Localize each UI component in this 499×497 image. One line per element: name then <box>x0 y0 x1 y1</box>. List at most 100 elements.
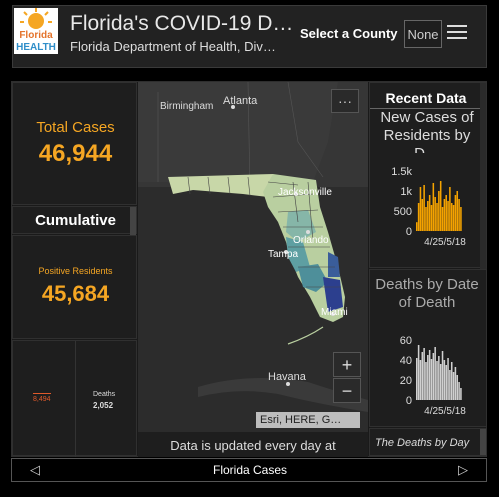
total-cases-value: 46,944 <box>38 140 113 167</box>
x-tick-label: 4/25/5/18 <box>424 406 466 417</box>
chart-bar[interactable] <box>423 348 425 400</box>
florida-map[interactable]: Birmingham Atlanta Jacksonville Orlando … <box>138 82 368 432</box>
positive-residents-value: 45,684 <box>41 281 110 306</box>
chart-bar[interactable] <box>441 207 444 231</box>
chart-bar[interactable] <box>447 358 449 400</box>
next-arrow-icon[interactable]: ▷ <box>458 462 468 477</box>
chart-bar[interactable] <box>432 183 435 231</box>
cumulative-label: Cumulative <box>35 212 116 229</box>
chart-bar[interactable] <box>434 197 436 231</box>
y-tick-label: 0 <box>406 226 412 238</box>
chart-bar[interactable] <box>425 362 427 400</box>
chart-bar[interactable] <box>417 345 420 400</box>
chart-bar[interactable] <box>447 201 449 231</box>
chart-bar[interactable] <box>443 199 446 231</box>
chart-bar[interactable] <box>438 191 440 231</box>
zoom-in-button[interactable]: + <box>333 352 361 377</box>
small-stats-panel: 8,494 Deaths 2,052 <box>12 340 137 457</box>
deaths-note: The Deaths by Day <box>375 437 470 449</box>
page-subtitle: Florida Department of Health, Div… <box>70 39 276 54</box>
divider <box>75 341 76 457</box>
chart-bar[interactable] <box>460 207 462 231</box>
y-tick-label: 0 <box>406 395 412 407</box>
small-stat-underline <box>33 393 51 394</box>
positive-residents-label: Positive Residents <box>38 266 113 276</box>
hamburger-menu-icon[interactable] <box>447 22 467 40</box>
deaths-value: 2,052 <box>93 401 114 410</box>
chart-bar[interactable] <box>423 185 425 231</box>
florida-health-logo: Florida HEALTH <box>14 8 58 54</box>
chart-bar[interactable] <box>449 370 451 400</box>
chart-bar[interactable] <box>456 375 459 400</box>
x-tick-label: 4/25/5/18 <box>424 237 466 248</box>
previous-arrow-icon[interactable]: ◁ <box>30 462 40 477</box>
chart-bar[interactable] <box>432 353 435 400</box>
chart-bar[interactable] <box>445 365 447 400</box>
county-select[interactable]: None <box>404 20 442 48</box>
chart-bar[interactable] <box>421 199 424 231</box>
chart-bar[interactable] <box>454 195 457 231</box>
deaths-chart-title: Deaths by Date of Death <box>375 276 479 311</box>
new-cases-y-axis: 1.5k 1k 500 0 4/25/5/18 <box>391 166 466 248</box>
chart-bar[interactable] <box>460 388 462 400</box>
zoom-out-button[interactable]: − <box>333 378 361 403</box>
chart-bar[interactable] <box>458 199 460 231</box>
map-label-miami: Miami <box>321 307 348 318</box>
chart-bar[interactable] <box>441 351 444 400</box>
chart-bar[interactable] <box>427 201 429 231</box>
map-attribution: Esri, HERE, G… <box>256 412 360 428</box>
map-label-jacksonville: Jacksonville <box>278 187 332 198</box>
deaths-bars <box>416 345 462 400</box>
chart-bar[interactable] <box>427 355 429 400</box>
chart-bar[interactable] <box>428 195 431 231</box>
map-label-tampa: Tampa <box>268 249 299 260</box>
chart-bar[interactable] <box>452 205 455 231</box>
y-tick-label: 1.5k <box>391 166 412 178</box>
recent-data-title: Recent Data <box>385 90 467 106</box>
county-select-label: Select a County <box>300 26 398 41</box>
chart-bar[interactable] <box>454 367 457 400</box>
y-tick-label: 20 <box>400 375 412 387</box>
chart-bar[interactable] <box>425 207 427 231</box>
deaths-label: Deaths <box>93 391 116 398</box>
map-label-orlando: Orlando <box>293 235 329 246</box>
more-options-icon[interactable]: ··· <box>331 89 359 113</box>
chart-bar[interactable] <box>445 195 447 231</box>
chart-bar[interactable] <box>449 187 451 231</box>
map-label-atlanta: Atlanta <box>223 95 258 107</box>
chart-bar[interactable] <box>436 361 438 400</box>
scrollbar-track[interactable] <box>480 83 486 269</box>
scrollbar-thumb[interactable] <box>480 429 486 455</box>
chart-bar[interactable] <box>430 359 433 400</box>
chart-bar[interactable] <box>439 181 442 231</box>
chart-bar[interactable] <box>417 203 420 231</box>
new-cases-bars <box>416 181 462 231</box>
scrollbar-thumb[interactable] <box>130 207 136 235</box>
chart-bar[interactable] <box>416 222 418 231</box>
chart-bar[interactable] <box>450 203 453 231</box>
chart-bar[interactable] <box>450 362 453 400</box>
update-note-panel: Data is updated every day at <box>138 432 368 457</box>
footer-tab-label[interactable]: Florida Cases <box>212 463 288 477</box>
y-tick-label: 60 <box>400 335 412 347</box>
chart-bar[interactable] <box>430 205 433 231</box>
footer-tab-bar: ◁ Florida Cases ▷ <box>11 458 487 482</box>
chart-bar[interactable] <box>439 364 442 400</box>
chart-bar[interactable] <box>452 372 455 400</box>
y-tick-label: 40 <box>400 355 412 367</box>
logo-text-bottom: HEALTH <box>16 42 56 53</box>
chart-bar[interactable] <box>438 356 440 400</box>
chart-bar[interactable] <box>428 350 431 400</box>
chart-bar[interactable] <box>421 352 424 400</box>
chart-bar[interactable] <box>419 187 422 231</box>
chart-bar[interactable] <box>419 360 422 400</box>
chart-bar[interactable] <box>434 347 436 400</box>
chart-bar[interactable] <box>458 382 460 400</box>
chart-bar[interactable] <box>416 358 418 400</box>
chart-bar[interactable] <box>443 360 446 400</box>
logo-text-top: Florida <box>19 30 53 41</box>
map-canvas <box>138 82 368 412</box>
chart-bar[interactable] <box>456 191 459 231</box>
chart-bar[interactable] <box>436 203 438 231</box>
deaths-y-axis: 60 40 20 0 4/25/5/18 <box>400 335 467 417</box>
